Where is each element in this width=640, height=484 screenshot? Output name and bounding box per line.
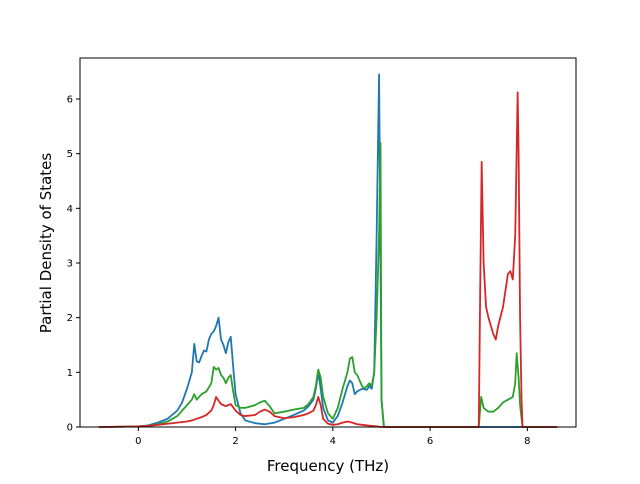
y-tick-label: 6 xyxy=(67,95,73,106)
series-line-3 xyxy=(98,91,558,428)
x-tick-label: 8 xyxy=(524,436,530,447)
axes: 0 2 4 6 8 0 1 2 3 4 5 6 xyxy=(67,57,577,447)
y-tick-label: 1 xyxy=(67,368,73,379)
series-lines xyxy=(98,73,558,428)
x-tick-label: 6 xyxy=(427,436,433,447)
y-tick-label: 2 xyxy=(67,313,73,324)
y-tick-label: 4 xyxy=(67,204,73,215)
x-tick-label: 4 xyxy=(330,436,336,447)
y-tick-label: 0 xyxy=(67,423,73,434)
x-tick-label: 0 xyxy=(135,436,141,447)
series-line-2 xyxy=(98,141,558,428)
y-axis-label: Partial Density of States xyxy=(37,153,55,334)
x-tick-label: 2 xyxy=(232,436,238,447)
series-line-1 xyxy=(98,73,558,428)
y-tick-label: 3 xyxy=(67,259,73,270)
plot-frame xyxy=(79,57,577,428)
x-axis-label: Frequency (THz) xyxy=(267,457,389,475)
y-tick-label: 5 xyxy=(67,149,73,160)
